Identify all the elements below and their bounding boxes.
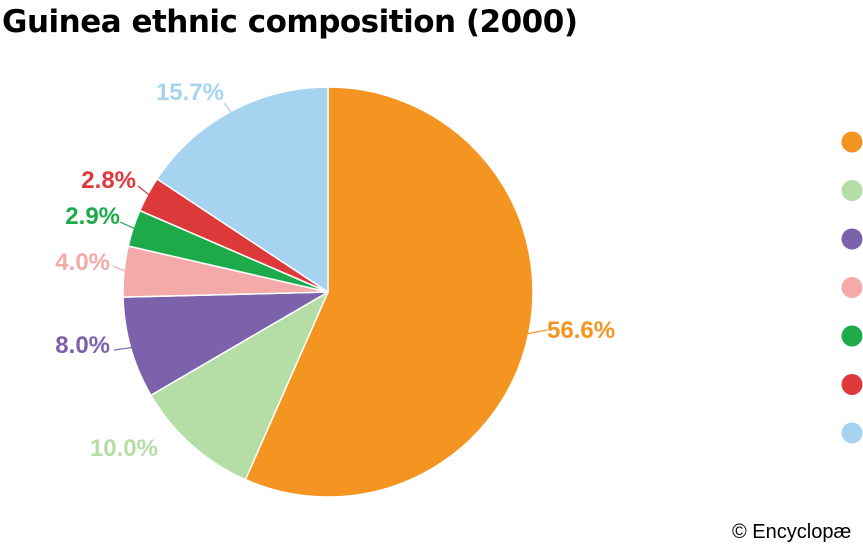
legend-marker [841,131,863,153]
leader-line [526,329,548,335]
slice-value-label: 4.0% [55,249,110,276]
leader-line [112,265,127,273]
slice-value-label: 10.0% [90,435,158,462]
slice-value-label: 2.8% [81,167,136,194]
chart-title: Guinea ethnic composition (2000) [2,4,578,40]
leader-line [137,185,150,196]
legend [841,131,863,444]
leader-line [113,346,133,351]
pie-slices [122,86,534,498]
pie-slice [244,86,534,498]
slice-value-label: 2.9% [65,203,120,230]
slice-labels: 56.6% 10.0% 8.0% 4.0% 2.9% 2.8% 15.7% [55,79,615,462]
legend-marker [841,374,863,395]
legend-marker [841,228,863,250]
slice-value-label: 15.7% [156,79,224,106]
leader-line [119,221,136,230]
pie-slice [149,290,330,481]
legend-marker [841,180,863,201]
leader-line [223,102,233,114]
legend-marker [841,325,863,347]
copyright-notice: © Encyclopæ [732,521,852,543]
leader-lines [112,102,548,446]
slice-value-label: 8.0% [55,332,110,359]
legend-marker [841,422,863,444]
legend-marker [841,277,863,298]
slice-value-label: 56.6% [547,317,615,344]
